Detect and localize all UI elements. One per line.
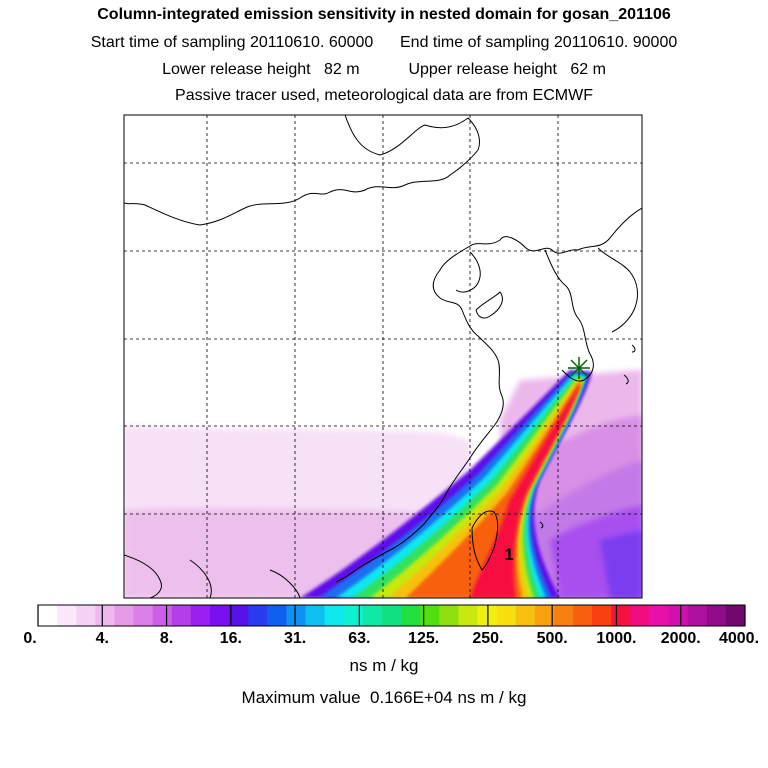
sampling-times: Start time of sampling 20110610. 60000 E… [0, 34, 768, 52]
colorbar-cell [515, 605, 536, 626]
max-value-units: ns m / kg [457, 688, 527, 707]
colorbar-cell [286, 605, 307, 626]
lower-height-value: 82 m [323, 61, 360, 78]
colorbar-cell [114, 605, 135, 626]
colorbar-cell [477, 605, 498, 626]
colorbar-cell [668, 605, 689, 626]
colorbar-cell [324, 605, 345, 626]
max-value-label: Maximum value [241, 688, 361, 707]
coastlines [124, 115, 642, 598]
colorbar-cell [267, 605, 287, 626]
colorbar-cell [95, 605, 115, 626]
colorbar-cell [630, 605, 650, 626]
colorbar-tick-label: 500. [536, 630, 568, 647]
colorbar-tick-label: 1000. [596, 630, 637, 647]
colorbar-cell [362, 605, 383, 626]
colorbar-cell [38, 605, 58, 626]
colorbar-cell [381, 605, 402, 626]
plot-title: Column-integrated emission sensitivity i… [97, 6, 671, 23]
colorbar-tick-label: 4. [95, 630, 109, 647]
contour-annotation: 1 [504, 545, 513, 564]
colorbar-cell [496, 605, 517, 626]
colorbar-tick-label: 8. [159, 630, 174, 647]
lower-height-label: Lower release height [162, 61, 311, 78]
colorbar-units: ns m / kg [349, 656, 419, 675]
colorbar-tick-label: 250. [472, 630, 504, 647]
colorbar-cell [420, 605, 440, 626]
start-time-value: 20110610. 60000 [249, 34, 374, 51]
colorbar-cell [209, 605, 230, 626]
colorbar-cell [76, 605, 96, 626]
colorbar-cell [229, 605, 249, 626]
release-heights: Lower release height 82 m Upper release … [0, 61, 768, 79]
colorbar-cell [190, 605, 211, 626]
colorbar-tick-label: 31. [283, 630, 307, 647]
colorbar-cell [458, 605, 478, 626]
colorbar-cell [305, 605, 326, 626]
map-frame [123, 114, 643, 599]
colorbar-cell [725, 605, 746, 626]
colorbar-cell [649, 605, 670, 626]
colorbar-tick-label: 125. [408, 630, 440, 647]
colorbar-cell [171, 605, 192, 626]
colorbar-cell [611, 605, 631, 626]
start-time-label: Start time of sampling [90, 34, 246, 51]
sensitivity-field [124, 370, 642, 598]
colorbar-cell [152, 605, 173, 626]
colorbar-cell [439, 605, 459, 626]
tracer-info: Passive tracer used, meteorological data… [175, 87, 593, 104]
colorbar-cell [248, 605, 268, 626]
upper-height-value: 62 m [570, 61, 606, 78]
upper-height-label: Upper release height [408, 61, 557, 78]
colorbar-cell [534, 605, 555, 626]
star-icon [568, 357, 590, 379]
max-value: 0.166E+04 [370, 688, 453, 707]
colorbar-cell [592, 605, 612, 626]
colorbar-cell [687, 605, 708, 626]
colorbar-cell [401, 605, 421, 626]
colorbar-cell [57, 605, 77, 626]
colorbar-cell [553, 605, 574, 626]
graticule [124, 115, 642, 598]
colorbar-cell [573, 605, 593, 626]
colorbar-cell [706, 605, 727, 626]
maximum-value-line: Maximum value 0.166E+04 ns m / kg [0, 688, 768, 708]
end-time-label: End time of sampling [400, 34, 550, 51]
colorbar-tick-label: 63. [348, 630, 371, 647]
colorbar-cell [133, 605, 154, 626]
colorbar-tick-label: 16. [219, 630, 242, 647]
end-time-value: 20110610. 90000 [553, 34, 678, 51]
colorbar-tick-label: 0. [23, 630, 37, 647]
colorbar-tick-label: 2000. [660, 630, 701, 647]
colorbar-cell [343, 605, 364, 626]
colorbar-tick-label: 4000. [718, 630, 760, 647]
